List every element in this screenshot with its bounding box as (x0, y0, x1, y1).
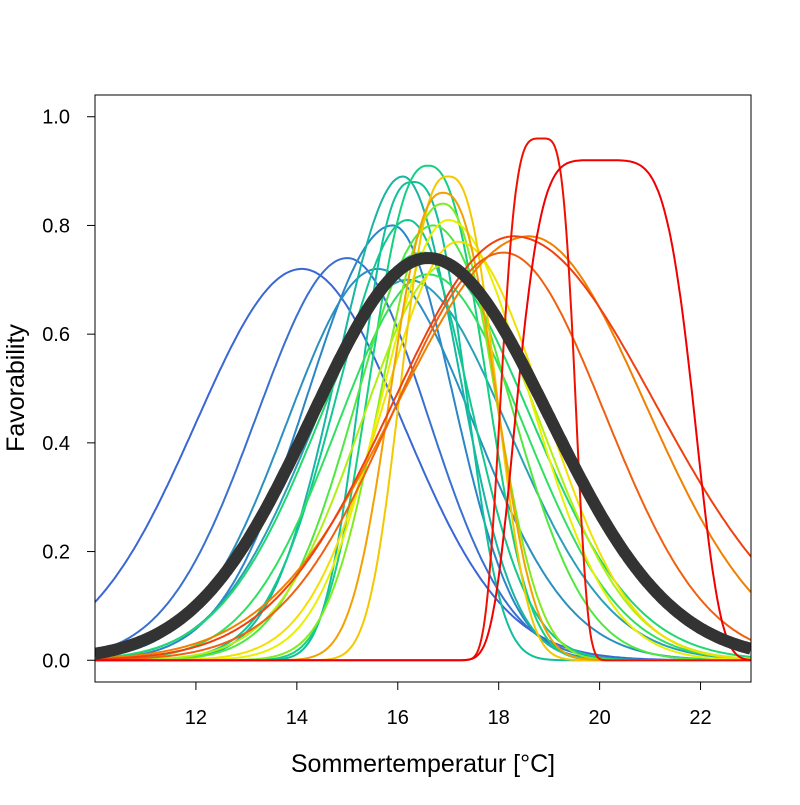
series-curve-9 (95, 251, 751, 660)
y-tick-label: 0.6 (42, 324, 70, 346)
x-axis: 12 14 16 18 20 22 (185, 682, 712, 729)
series-curve-10 (95, 273, 751, 661)
x-tick-label: 12 (185, 707, 207, 729)
plot-frame (94, 94, 752, 683)
y-tick-label: 0.0 (42, 650, 70, 672)
y-tick-label: 0.4 (42, 433, 70, 455)
y-tick-label: 0.2 (42, 542, 70, 564)
y-tick-label: 0.8 (42, 215, 70, 237)
x-tick-label: 18 (488, 707, 510, 729)
series-curve-15 (95, 240, 751, 662)
y-tick-label: 1.0 (42, 107, 70, 129)
y-axis-label: Favorability (2, 324, 30, 452)
curves (95, 137, 751, 662)
x-axis-label: Sommertemperatur [°C] (291, 750, 555, 778)
x-tick-label: 14 (286, 707, 308, 729)
series-curve-22 (95, 159, 751, 662)
series-curve-20 (95, 235, 751, 661)
mean-curve (95, 252, 751, 660)
series-curve-18 (95, 235, 751, 660)
y-axis: 0.0 0.2 0.4 0.6 0.8 1.0 (42, 107, 95, 672)
series-curve-19 (95, 251, 751, 661)
series-curve-13 (95, 262, 751, 662)
x-tick-label: 22 (689, 707, 711, 729)
x-tick-label: 16 (387, 707, 409, 729)
x-tick-label: 20 (588, 707, 610, 729)
